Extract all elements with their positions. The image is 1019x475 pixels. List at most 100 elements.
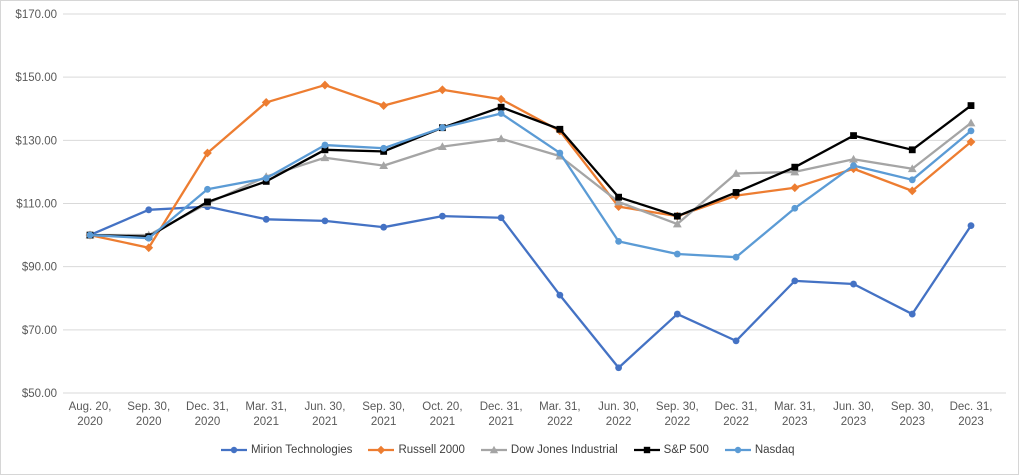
x-axis-label: Mar. 31, 2023 <box>774 401 816 428</box>
series-dow-jones-industrial-marker <box>731 169 741 177</box>
legend-item-dow-jones-industrial: Dow Jones Industrial <box>480 444 618 456</box>
series-russell-2000-marker <box>261 98 271 107</box>
series-nasdaq-marker <box>262 174 270 182</box>
series-mirion-technologies-marker <box>615 364 622 372</box>
series-s-p-500-marker <box>615 193 622 201</box>
series-s-p-500-marker <box>967 102 975 109</box>
series-russell-2000-marker <box>966 137 976 147</box>
series-nasdaq-marker <box>673 250 681 258</box>
series-russell-2000-marker <box>907 186 917 196</box>
series-dow-jones-industrial-marker <box>672 219 682 228</box>
chart-legend: Mirion Technologies Russell 2000 Dow Jones… <box>221 444 795 456</box>
series-mirion-technologies-marker <box>439 212 446 220</box>
series-mirion-technologies-marker <box>262 215 270 223</box>
series-dow-jones-industrial-marker <box>496 134 506 143</box>
series-line-nasdaq <box>88 112 973 259</box>
series-nasdaq-marker <box>321 141 329 149</box>
series-line-s-p-500 <box>88 104 973 238</box>
y-axis-label: $70.00 <box>22 325 57 337</box>
y-axis-label: $150.00 <box>15 72 57 84</box>
y-axis-label: $90.00 <box>22 262 57 274</box>
legend-mirion-technologies-marker <box>230 446 238 454</box>
series-nasdaq-marker <box>439 124 446 132</box>
series-russell-2000-marker <box>379 101 389 110</box>
series-s-p-500-marker <box>497 103 505 111</box>
series-dow-jones-industrial-marker <box>320 153 330 162</box>
series-nasdaq-marker <box>497 110 505 117</box>
series-nasdaq-marker <box>908 176 916 184</box>
y-axis-label: $50.00 <box>22 388 57 400</box>
series-nasdaq-marker <box>967 127 975 135</box>
x-axis-label: Sep. 30, 2022 <box>656 401 699 428</box>
series-nasdaq-marker <box>145 234 153 242</box>
series-russell-2000-marker <box>144 243 154 253</box>
legend-item-russell-2000: Russell 2000 <box>368 444 465 456</box>
series-mirion-technologies-marker <box>967 222 975 230</box>
x-axis-label: Oct. 20, 2021 <box>422 401 462 428</box>
x-axis-label: Dec. 31, 2020 <box>186 401 229 428</box>
legend-russell-2000-swatch-icon <box>368 445 395 455</box>
series-dow-jones-industrial-marker <box>790 167 800 176</box>
x-axis-label: Sep. 30, 2021 <box>362 401 405 428</box>
x-axis-label: Mar. 31, 2021 <box>245 401 287 428</box>
series-nasdaq-marker <box>556 149 564 157</box>
series-mirion-technologies-marker <box>556 291 564 299</box>
x-axis-label: Sep. 30, 2020 <box>127 401 170 428</box>
legend-nasdaq-swatch-icon <box>724 446 751 454</box>
series-mirion-technologies-marker <box>321 217 329 225</box>
legend-s-p-500-marker <box>643 446 650 454</box>
series-nasdaq-marker <box>850 162 857 170</box>
series-s-p-500-marker <box>850 132 857 139</box>
series-s-p-500-marker <box>732 189 740 196</box>
series-nasdaq-marker <box>380 144 388 152</box>
series-russell-2000-marker <box>496 94 506 104</box>
x-axis-label: Jun. 30, 2021 <box>304 401 345 428</box>
series-s-p-500-marker <box>204 198 211 206</box>
legend-label-nasdaq: Nasdaq <box>754 444 795 456</box>
legend-item-s-p-500: S&P 500 <box>633 444 709 456</box>
series-line-dow-jones-industrial <box>88 121 973 237</box>
series-s-p-500-marker <box>908 146 916 154</box>
legend-russell-2000-marker <box>377 445 386 455</box>
series-dow-jones-industrial-marker <box>438 142 447 151</box>
legend-dow-jones-industrial-swatch-icon <box>480 445 507 454</box>
x-axis-label: Dec. 31, 2021 <box>480 401 523 428</box>
series-russell-2000-marker <box>438 85 447 95</box>
legend-dow-jones-industrial-marker <box>489 445 499 454</box>
series-mirion-technologies-marker <box>732 337 740 345</box>
legend-label-russell-2000: Russell 2000 <box>398 444 465 456</box>
series-nasdaq-marker <box>791 204 799 212</box>
x-axis-label: Mar. 31, 2022 <box>539 401 581 428</box>
x-axis-label: Dec. 31, 2023 <box>950 401 993 428</box>
series-dow-jones-industrial-marker <box>849 154 858 163</box>
series-s-p-500-marker <box>791 163 799 171</box>
series-nasdaq-marker <box>204 185 211 193</box>
legend-label-s-p-500: S&P 500 <box>663 444 709 456</box>
series-dow-jones-industrial-marker <box>907 164 917 173</box>
y-axis-label: $130.00 <box>15 135 57 147</box>
series-mirion-technologies-marker <box>791 277 799 285</box>
series-nasdaq-marker <box>615 238 622 245</box>
series-russell-2000-marker <box>203 148 212 158</box>
legend-s-p-500-swatch-icon <box>633 446 660 454</box>
y-axis-label: $110.00 <box>16 199 57 211</box>
x-axis-label: Jun. 30, 2022 <box>598 401 639 428</box>
legend-item-mirion-technologies: Mirion Technologies <box>221 444 352 456</box>
series-nasdaq-marker <box>86 231 94 239</box>
series-mirion-technologies-marker <box>145 206 153 214</box>
series-line-mirion-technologies <box>88 205 973 369</box>
series-s-p-500-marker <box>673 212 681 220</box>
series-s-p-500-marker <box>556 125 564 133</box>
series-russell-2000-marker <box>790 183 800 193</box>
series-mirion-technologies-marker <box>908 310 916 318</box>
x-axis-label: Dec. 31, 2022 <box>715 401 758 428</box>
series-s-p-500-marker <box>321 146 329 154</box>
x-axis-label: Sep. 30, 2023 <box>891 401 934 428</box>
legend-label-dow-jones-industrial: Dow Jones Industrial <box>510 444 618 456</box>
x-axis-label: Aug. 20, 2020 <box>69 401 112 428</box>
legend-label-mirion-technologies: Mirion Technologies <box>251 444 353 456</box>
series-dow-jones-industrial-marker <box>966 118 976 127</box>
legend-item-nasdaq: Nasdaq <box>724 444 795 456</box>
series-dow-jones-industrial-marker <box>379 161 389 169</box>
